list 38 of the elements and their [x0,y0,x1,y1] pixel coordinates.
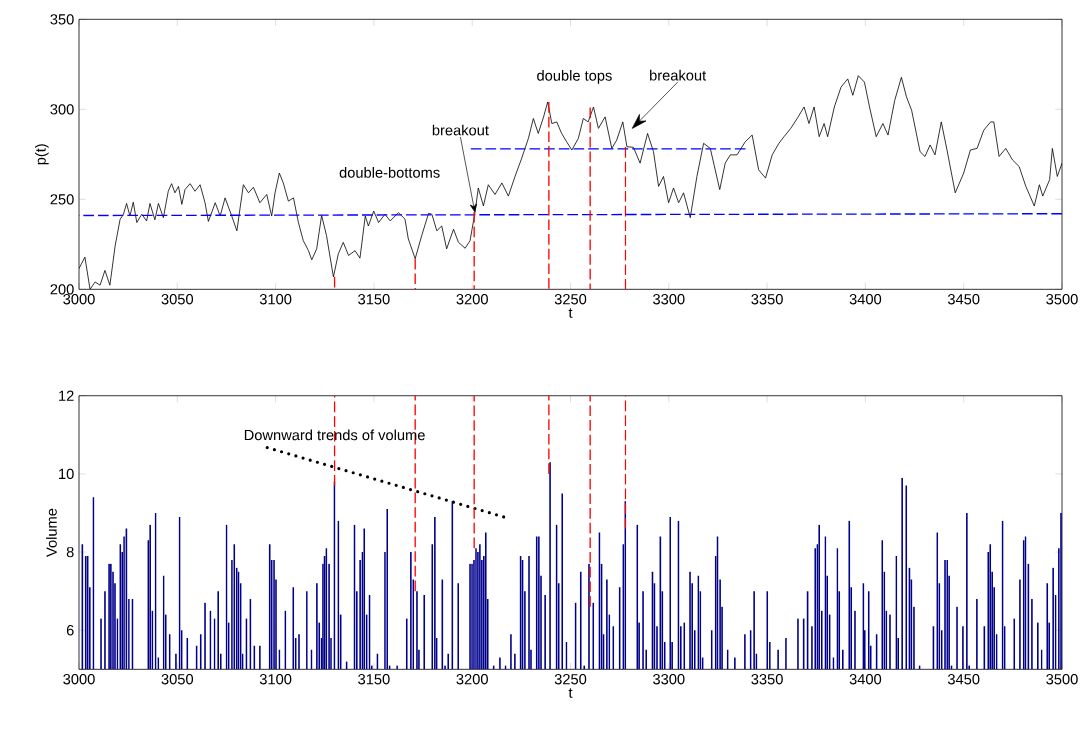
x-tick-label: 3450 [947,294,980,305]
y-tick-label: 300 [50,104,74,115]
annotation: double tops [537,70,612,84]
x-tick-label: 3250 [554,294,587,305]
x-tick-label: 3050 [161,294,194,305]
x-tick-label: 3500 [1046,294,1078,305]
x-tick-label: 3400 [849,674,882,685]
x-tick-label: 3200 [456,294,488,305]
x-tick-label: 3400 [849,294,882,305]
y-axis-title: Volume [46,508,57,557]
x-tick-label: 3000 [63,294,95,305]
x-tick-label: 3300 [653,674,685,685]
x-tick-label: 3200 [456,674,488,685]
y-axis-title: p(t) [35,144,49,165]
annotation: breakout [650,69,707,81]
x-tick-label: 3150 [358,294,390,305]
x-tick-label: 3150 [358,674,390,685]
y-tick-label: 250 [50,194,74,205]
y-tick-label: 350 [50,14,74,25]
x-tick-label: 3250 [554,674,587,685]
y-tick-label: 10 [59,468,74,480]
annotation: double-bottoms [339,167,440,178]
x-tick-label: 3100 [259,674,292,685]
y-tick-label: 6 [66,625,74,636]
y-tick-label: 8 [66,546,74,558]
x-tick-label: 3350 [751,294,783,305]
y-tick-label: 200 [50,284,74,295]
y-tick-label: 12 [59,390,74,401]
x-axis-title: t [568,688,573,698]
x-tick-label: 3350 [751,674,783,685]
x-tick-label: 3500 [1046,674,1078,685]
x-tick-label: 3300 [653,294,685,305]
x-tick-label: 3100 [259,294,292,305]
annotation: breakout [432,124,489,136]
x-tick-label: 3450 [947,674,980,685]
x-tick-label: 3000 [63,674,95,685]
x-axis-title: t [568,308,573,318]
x-tick-label: 3050 [161,674,194,685]
